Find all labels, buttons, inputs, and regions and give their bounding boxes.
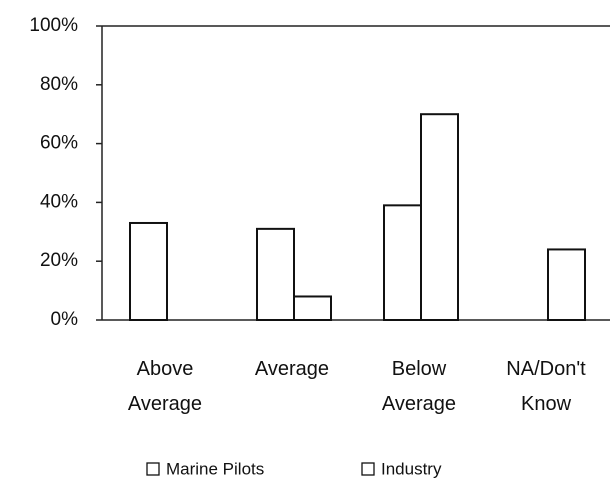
bar (129, 221, 168, 321)
x-tick-label: NA/Don't Know (506, 358, 586, 415)
bar (383, 204, 422, 321)
bar (256, 227, 295, 321)
y-tick-label: 60% (40, 133, 78, 154)
y-tick-label: 100% (29, 15, 78, 36)
legend-label: Marine Pilots (166, 459, 264, 478)
bar (420, 113, 459, 321)
x-tick-label: Below Average (381, 358, 457, 415)
legend-swatch (146, 462, 160, 476)
x-tick-label: Average (254, 358, 330, 380)
y-tick-label: 40% (40, 191, 78, 212)
bar (293, 295, 332, 322)
x-tick-label: Above Average (127, 358, 203, 415)
legend-swatch (361, 462, 375, 476)
bar (547, 248, 586, 321)
y-tick-label: 80% (40, 74, 78, 95)
y-tick-label: 20% (40, 250, 78, 271)
y-tick-label: 0% (51, 309, 79, 330)
legend-label: Industry (381, 459, 442, 478)
